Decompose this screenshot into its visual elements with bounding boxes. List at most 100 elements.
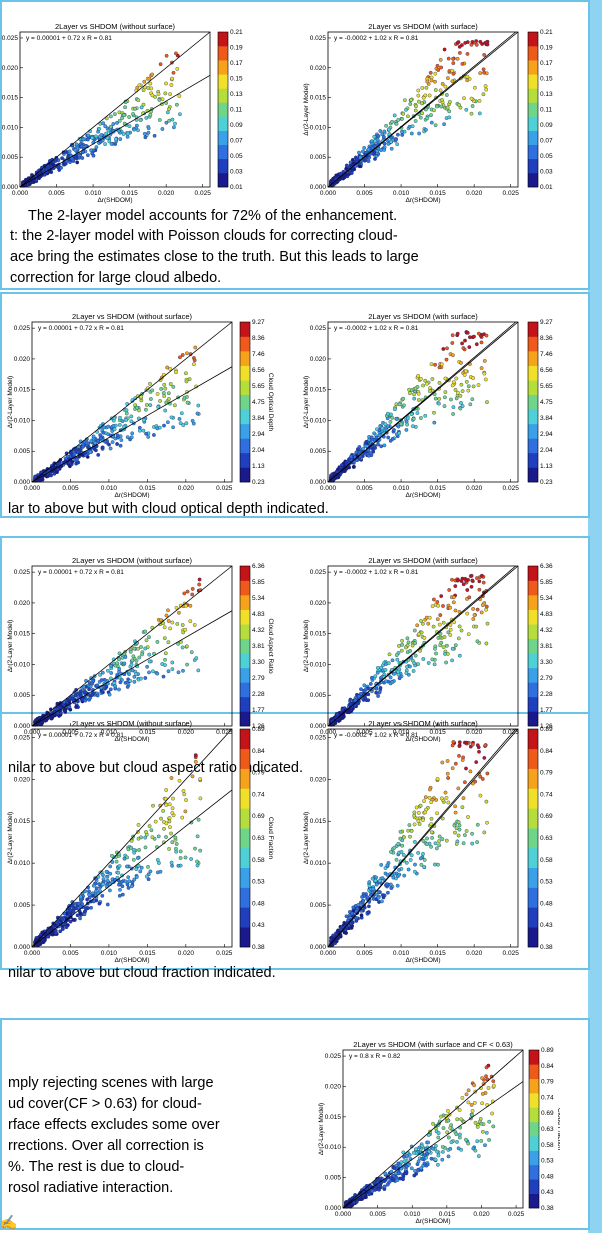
scatter-point	[427, 93, 432, 98]
scatter-point	[472, 334, 476, 339]
scatter-point	[158, 399, 162, 403]
fit-line	[19, 74, 211, 188]
scatter-point	[139, 676, 143, 681]
scatter-point	[170, 667, 175, 671]
scatter-point	[460, 1096, 465, 1100]
scatter-point	[361, 149, 365, 154]
x-tick-label: 0.015	[429, 485, 446, 492]
scatter-point	[143, 845, 148, 850]
scatter-point	[457, 103, 461, 107]
scatter-point	[485, 771, 490, 776]
scatter-point	[378, 686, 383, 690]
scatter-point	[71, 917, 76, 922]
colorbar-segment	[528, 336, 538, 352]
scatter-point	[419, 416, 423, 420]
scatter-point	[433, 88, 438, 92]
scatter-point	[108, 124, 113, 129]
scatter-point	[477, 579, 482, 584]
scatter-point	[373, 446, 377, 450]
scatter-point	[466, 384, 471, 389]
scatter-point	[192, 623, 197, 627]
colorbar-segment	[528, 144, 538, 160]
scatter-point	[407, 387, 411, 392]
scatter-point	[445, 346, 449, 351]
scatter-point	[167, 819, 172, 824]
scatter-point	[84, 907, 88, 912]
scatter-point	[487, 1138, 491, 1142]
scatter-point	[97, 901, 102, 906]
scatter-point	[464, 1137, 468, 1142]
scatter-point	[164, 53, 169, 58]
scatter-point	[440, 1157, 445, 1162]
colorbar-segment	[528, 423, 538, 439]
scatter-point	[137, 848, 141, 852]
scatter-point	[163, 408, 168, 413]
colorbar-segment	[218, 88, 228, 103]
y-axis-label: Δr(2-Layer Model)	[7, 620, 14, 672]
scatter-point	[411, 1151, 416, 1155]
scatter-point	[139, 645, 143, 649]
scatter-points	[21, 51, 182, 188]
scatter-point	[434, 651, 438, 656]
colorbar-tick-label: 5.34	[540, 595, 553, 602]
scatter-point	[469, 111, 474, 116]
y-tick-label: 0.000	[14, 723, 31, 730]
colorbar-tick-label: 4.75	[540, 399, 553, 406]
scatter-point	[175, 622, 180, 626]
scatter-point	[396, 841, 401, 846]
colorbar-tick-label: 0.03	[230, 169, 243, 176]
scatter-point	[420, 1157, 425, 1161]
scatter-point	[358, 1197, 363, 1202]
colorbar-tick-label: 0.63	[541, 1126, 554, 1133]
scatter-point	[98, 673, 102, 677]
y-tick-label: 0.005	[310, 692, 327, 699]
scatter-point	[437, 365, 442, 370]
scatter-point	[445, 771, 450, 776]
scatter-point	[451, 380, 456, 385]
scatter-point	[193, 345, 198, 350]
scatter-point	[413, 840, 417, 844]
scatter-point	[361, 898, 366, 903]
y-tick-label: 0.000	[310, 723, 327, 730]
scatter-point	[125, 685, 130, 689]
colorbar-frame	[239, 565, 251, 727]
scatter-point	[476, 331, 481, 336]
scatter-point	[377, 890, 381, 894]
colorbar-tick-label: 5.85	[252, 579, 265, 586]
x-axis-label: Δr(SHDOM)	[405, 957, 440, 964]
scatter-point	[117, 651, 122, 656]
scatter-point	[446, 1135, 451, 1140]
scatter-point	[125, 864, 129, 869]
scatter-point	[55, 707, 60, 712]
scatter-point	[114, 137, 118, 141]
colorbar-tick-label: 6.56	[540, 367, 553, 374]
colorbar-tick-label: 0.63	[252, 835, 265, 842]
scatter-point	[99, 133, 104, 137]
scatter-point	[485, 621, 490, 626]
colorbar-segment	[528, 380, 538, 396]
scatter-point	[489, 1074, 494, 1079]
scatter-point	[412, 810, 417, 815]
scatter-point	[445, 1130, 450, 1135]
scatter-point	[433, 1157, 438, 1162]
scatter-point	[430, 836, 434, 840]
scatter-point	[464, 766, 468, 771]
scatter-point	[429, 816, 434, 821]
scatter-point	[31, 175, 35, 179]
scatter-point	[197, 577, 202, 582]
scatter-point	[484, 40, 489, 45]
scatter-point	[450, 79, 455, 84]
x-tick-label: 0.010	[85, 190, 102, 197]
scatter-point	[193, 846, 197, 851]
scatter-point	[445, 643, 449, 648]
scatter-point	[435, 63, 440, 68]
colorbar-tick-label: 0.43	[540, 922, 553, 929]
colorbar-segment	[240, 638, 250, 654]
scatter-point	[466, 388, 471, 393]
scatter-point	[150, 72, 154, 77]
x-axis-label: Δr(SHDOM)	[415, 1218, 450, 1225]
scatter-point	[451, 71, 456, 76]
colorbar-tick-label: 1.13	[252, 463, 265, 470]
scatter-point	[180, 645, 185, 650]
fit-line	[327, 728, 517, 948]
